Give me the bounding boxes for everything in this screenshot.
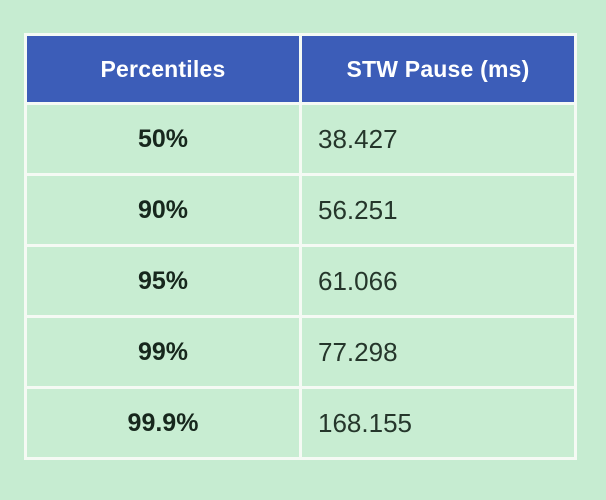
- pause-value-cell: 168.155: [302, 389, 574, 457]
- table-row: 99% 77.298: [27, 318, 574, 386]
- column-header-stw-pause: STW Pause (ms): [302, 36, 574, 102]
- percentile-cell: 50%: [27, 105, 299, 173]
- percentile-table: Percentiles STW Pause (ms) 50% 38.427 90% 5…: [24, 33, 577, 460]
- percentile-cell: 90%: [27, 176, 299, 244]
- table-row: 99.9% 168.155: [27, 389, 574, 457]
- column-header-percentiles: Percentiles: [27, 36, 299, 102]
- pause-value-cell: 77.298: [302, 318, 574, 386]
- percentile-cell: 99.9%: [27, 389, 299, 457]
- table-row: 90% 56.251: [27, 176, 574, 244]
- percentile-cell: 99%: [27, 318, 299, 386]
- table-row: 50% 38.427: [27, 105, 574, 173]
- pause-value-cell: 61.066: [302, 247, 574, 315]
- table-body: 50% 38.427 90% 56.251 95% 61.066 99% 77.298 99.9…: [27, 105, 574, 457]
- pause-value-cell: 56.251: [302, 176, 574, 244]
- percentile-cell: 95%: [27, 247, 299, 315]
- table-row: 95% 61.066: [27, 247, 574, 315]
- table-header: Percentiles STW Pause (ms): [27, 36, 574, 102]
- header-row: Percentiles STW Pause (ms): [27, 36, 574, 102]
- percentile-table-container: Percentiles STW Pause (ms) 50% 38.427 90% 5…: [24, 33, 577, 460]
- pause-value-cell: 38.427: [302, 105, 574, 173]
